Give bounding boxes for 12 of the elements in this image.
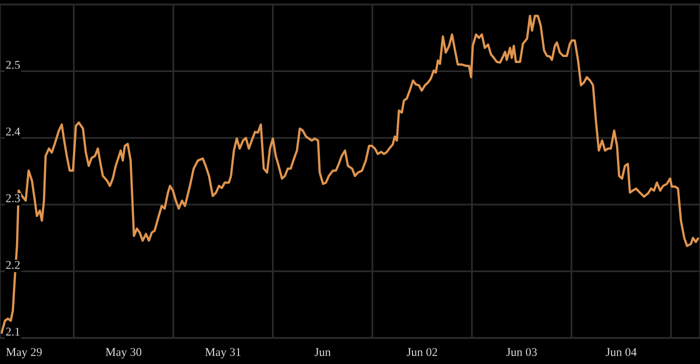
x-tick-label: Jun 03 <box>506 348 537 356</box>
x-tick-label: May 30 <box>106 348 142 358</box>
y-tick-label: 2.3 <box>6 194 20 202</box>
y-tick-label: 2.2 <box>6 260 20 269</box>
x-tick-label: Jun <box>314 348 331 356</box>
x-tick-label: Jun 04 <box>606 348 637 356</box>
y-tick-label: 2.5 <box>6 60 20 69</box>
y-tick-label: 2.4 <box>6 128 20 136</box>
y-tick-label: 2.1 <box>6 328 20 336</box>
x-tick-label: May 31 <box>205 348 241 358</box>
x-tick-label: Jun 02 <box>406 348 438 356</box>
x-tick-label: May 29 <box>6 348 42 358</box>
